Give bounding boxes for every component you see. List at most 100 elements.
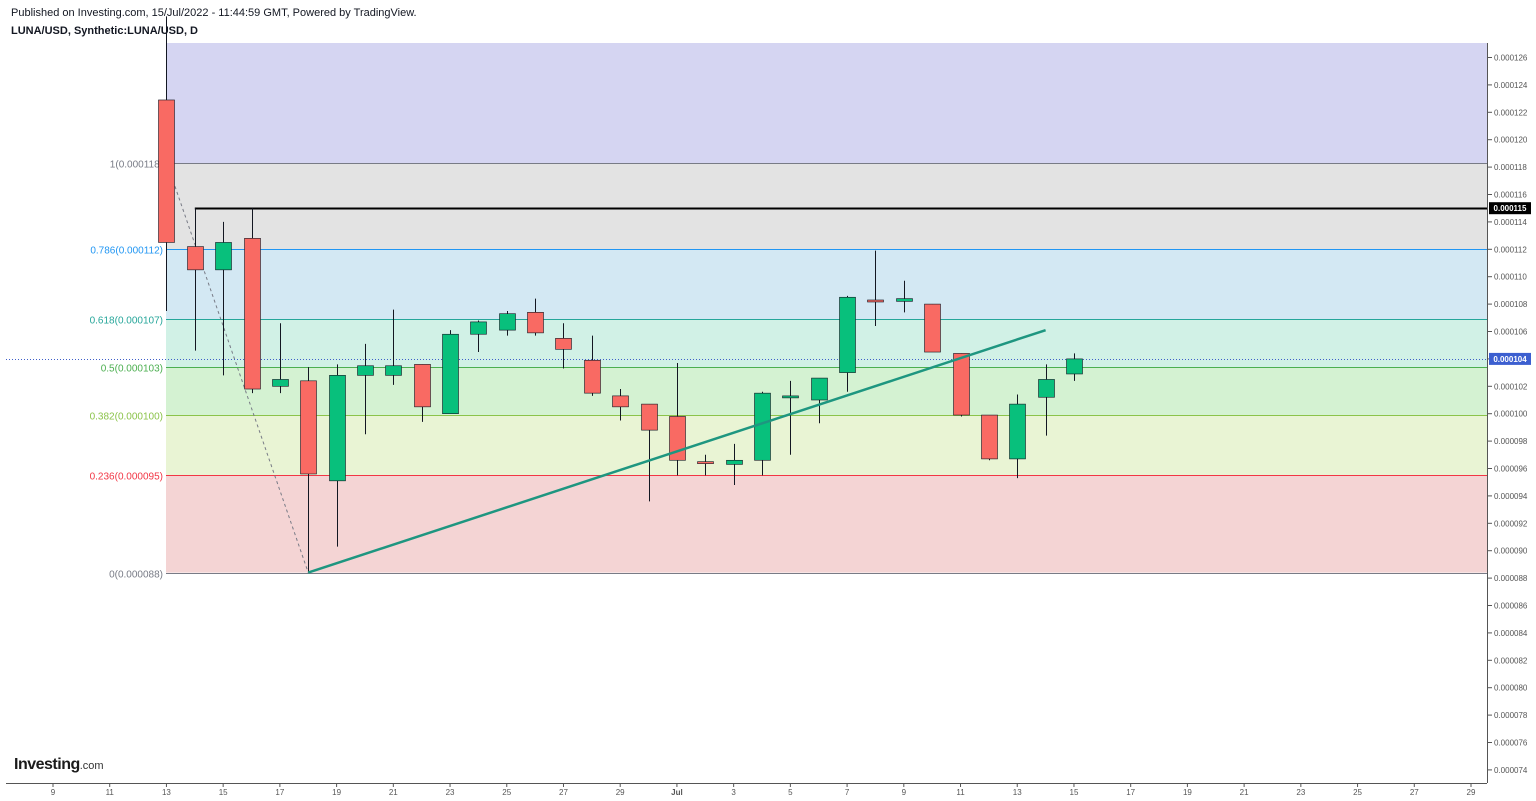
x-tick-label: 13 <box>1013 788 1022 797</box>
symbol-title: LUNA/USD, Synthetic:LUNA/USD, D <box>11 25 199 37</box>
x-tick-label: 15 <box>219 788 228 797</box>
x-tick-label: 25 <box>502 788 511 797</box>
candle-up[interactable] <box>754 392 771 461</box>
y-tick-label: 0.000082 <box>1494 656 1528 665</box>
investing-logo: Investing.com <box>14 756 104 774</box>
x-tick-label: 19 <box>332 788 341 797</box>
x-tick-label: 5 <box>788 788 793 797</box>
candle-down[interactable] <box>981 414 998 460</box>
candle-down[interactable] <box>867 299 884 303</box>
candle-up[interactable] <box>726 459 743 465</box>
fib-level-label: 0.236(0.000095) <box>90 472 163 483</box>
y-tick-label: 0.000096 <box>1494 465 1528 474</box>
x-tick-label: 9 <box>51 788 56 797</box>
ascending-trendline[interactable] <box>307 328 1046 574</box>
candle-up[interactable] <box>215 242 232 271</box>
x-tick-label: 19 <box>1183 788 1192 797</box>
x-tick-label: 11 <box>106 788 115 797</box>
y-tick-label: 0.000108 <box>1494 300 1528 309</box>
candle-up[interactable] <box>839 296 856 373</box>
logo-suffix: .com <box>79 760 104 772</box>
candle-down[interactable] <box>244 238 261 390</box>
y-tick-label: 0.000124 <box>1494 81 1528 90</box>
candle-up[interactable] <box>442 333 459 414</box>
candle-up[interactable] <box>329 375 346 482</box>
candle-down[interactable] <box>612 395 629 408</box>
fib-level-label: 0.618(0.000107) <box>90 316 163 327</box>
y-tick-label: 0.000078 <box>1494 711 1528 720</box>
candle-down[interactable] <box>953 353 970 416</box>
candle-up[interactable] <box>385 365 402 376</box>
candle-down[interactable] <box>641 403 658 431</box>
y-tick-label: 0.000120 <box>1494 136 1528 145</box>
candle-down[interactable] <box>158 99 175 243</box>
x-tick-label: 17 <box>275 788 284 797</box>
x-tick-label: 27 <box>1410 788 1419 797</box>
candle-up[interactable] <box>470 321 487 335</box>
candle-up[interactable] <box>272 379 289 387</box>
x-tick-label: 9 <box>902 788 907 797</box>
candle-up[interactable] <box>499 313 516 331</box>
y-tick-label: 0.000118 <box>1494 163 1527 172</box>
x-tick-label: 13 <box>162 788 171 797</box>
y-tick-label: 0.000080 <box>1494 684 1528 693</box>
y-tick-label: 0.000084 <box>1494 629 1528 638</box>
y-tick-label: 0.000114 <box>1494 218 1527 227</box>
candle-up[interactable] <box>1009 403 1026 460</box>
x-tick-label: 15 <box>1070 788 1079 797</box>
x-tick-label: 25 <box>1353 788 1362 797</box>
y-tick-label: 0.000110 <box>1494 273 1527 282</box>
y-tick-label: 0.000102 <box>1494 382 1528 391</box>
resistance-price-badge-label: 0.000115 <box>1494 204 1527 213</box>
y-tick-label: 0.000106 <box>1494 328 1528 337</box>
y-tick-label: 0.000090 <box>1494 547 1528 556</box>
fib-level-label: 1(0.000118) <box>110 160 163 171</box>
candle-up[interactable] <box>357 365 374 376</box>
resistance-price-badge <box>1489 202 1531 215</box>
fib-level-label: 0.382(0.000100) <box>90 412 163 423</box>
candle-up[interactable] <box>811 377 828 401</box>
candle-down[interactable] <box>414 364 431 408</box>
candle-down[interactable] <box>584 359 601 394</box>
y-tick-label: 0.000122 <box>1494 108 1528 117</box>
candle-down[interactable] <box>300 380 317 475</box>
y-tick-label: 0.000092 <box>1494 519 1528 528</box>
candle-up[interactable] <box>896 298 913 302</box>
current-price-badge-label: 0.000104 <box>1493 355 1527 364</box>
y-tick-label: 0.000100 <box>1494 410 1528 419</box>
y-tick-label: 0.000094 <box>1494 492 1528 501</box>
candle-down[interactable] <box>697 461 714 464</box>
logo-brand: Investing <box>14 756 80 773</box>
x-tick-label: 17 <box>1126 788 1135 797</box>
x-tick-label: 23 <box>446 788 455 797</box>
candle-down[interactable] <box>555 338 572 350</box>
y-tick-label: 0.000076 <box>1494 739 1528 748</box>
y-tick-label: 0.000112 <box>1494 245 1527 254</box>
y-tick-label: 0.000098 <box>1494 437 1528 446</box>
y-tick-label: 0.000086 <box>1494 602 1528 611</box>
y-tick-label: 0.000116 <box>1494 191 1527 200</box>
candle-down[interactable] <box>924 303 941 353</box>
publisher-line: Published on Investing.com, 15/Jul/2022 … <box>11 7 417 19</box>
fib-band <box>166 319 1487 368</box>
y-tick-label: 0.000074 <box>1494 766 1528 775</box>
x-tick-label: 7 <box>845 788 850 797</box>
x-tick-label: Jul <box>671 788 683 797</box>
fib-band <box>166 415 1487 476</box>
candle-down[interactable] <box>527 312 544 334</box>
x-tick-label: 23 <box>1296 788 1305 797</box>
candle-up[interactable] <box>782 395 799 399</box>
candle-down[interactable] <box>187 246 204 271</box>
fib-band <box>166 43 1487 163</box>
x-tick-label: 3 <box>731 788 736 797</box>
fib-level-label: 0(0.000088) <box>109 570 163 581</box>
y-tick-label: 0.000088 <box>1494 574 1528 583</box>
fib-band <box>166 249 1487 320</box>
fib-band <box>166 475 1487 573</box>
fib-level-label: 0.5(0.000103) <box>101 364 163 375</box>
candle-up[interactable] <box>1038 379 1055 398</box>
x-tick-label: 21 <box>1240 788 1249 797</box>
candle-up[interactable] <box>1066 358 1083 375</box>
fib-band <box>166 162 1487 250</box>
